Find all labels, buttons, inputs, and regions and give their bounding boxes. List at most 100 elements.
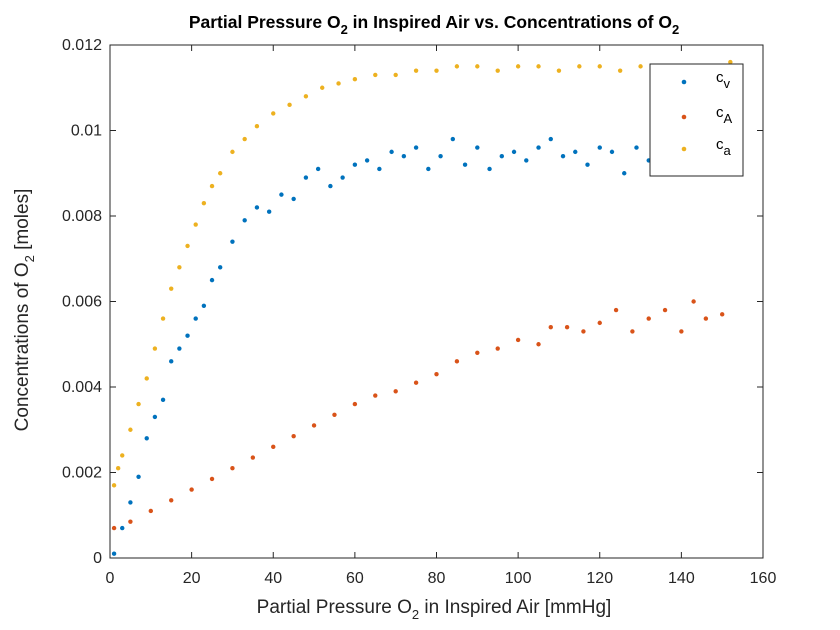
data-point (475, 350, 480, 355)
data-point (152, 346, 158, 351)
data-point (279, 192, 284, 197)
data-point (495, 346, 500, 351)
x-tick-label: 100 (505, 570, 532, 587)
data-point (332, 412, 337, 417)
series-cv (111, 136, 729, 556)
data-point (609, 149, 615, 155)
data-point (201, 200, 207, 206)
data-point (209, 277, 215, 283)
data-point (111, 551, 117, 556)
data-point (364, 158, 370, 163)
data-point (548, 136, 553, 142)
legend-marker-ca (681, 146, 687, 152)
data-point (217, 171, 223, 176)
data-point (315, 166, 321, 172)
data-point (169, 286, 174, 291)
data-point (524, 158, 529, 163)
data-point (548, 324, 553, 330)
data-point (128, 519, 133, 524)
data-point (703, 316, 709, 321)
data-point (585, 162, 590, 167)
y-tick-label: 0.01 (71, 123, 102, 140)
data-point (373, 393, 378, 398)
y-tick-label: 0 (93, 550, 102, 567)
data-point (250, 455, 256, 460)
data-point (352, 401, 358, 407)
data-point (160, 397, 166, 403)
data-point (495, 68, 500, 73)
y-axis-label: Concentrations of O2 [moles] (12, 189, 37, 432)
legend-box (649, 63, 744, 177)
data-point (679, 329, 684, 334)
data-point (209, 476, 215, 482)
data-point (160, 316, 166, 321)
data-point (515, 337, 521, 343)
data-point (577, 64, 582, 69)
data-point (617, 68, 623, 73)
x-tick-label: 160 (750, 570, 777, 587)
legend-marker-cv (681, 79, 687, 85)
data-point (434, 371, 439, 377)
data-point (230, 149, 235, 155)
data-point (622, 171, 627, 176)
data-point (136, 474, 141, 479)
data-point (613, 307, 619, 313)
data-point (511, 149, 517, 155)
data-point (434, 68, 439, 73)
data-point (426, 166, 431, 172)
data-point (536, 64, 541, 69)
data-point (373, 72, 378, 78)
x-tick-label: 60 (346, 570, 364, 587)
data-point (291, 196, 296, 202)
legend-label-cv: cv (716, 69, 731, 91)
data-point (393, 389, 398, 394)
x-tick-label: 0 (106, 570, 115, 587)
data-point (475, 64, 480, 69)
chart-title: Partial Pressure O2 in Inspired Air vs. … (189, 12, 679, 37)
data-point (393, 72, 398, 78)
data-point (177, 265, 182, 270)
data-point (352, 77, 358, 82)
series-cA (111, 299, 725, 531)
x-tick-label: 40 (264, 570, 282, 587)
data-point (560, 153, 566, 159)
axis-ticks: 0 20 40 60 80 100 120 140 160 0 0.002 0.004 0.006 0.0… (62, 37, 776, 587)
x-tick-label: 120 (586, 570, 613, 587)
data-point (462, 162, 468, 167)
data-point (475, 145, 480, 150)
data-point (728, 59, 733, 65)
data-point (230, 466, 235, 471)
data-point (144, 376, 149, 381)
data-point (581, 329, 586, 334)
y-tick-label: 0.002 (62, 465, 102, 482)
data-point (152, 414, 158, 420)
data-point (597, 64, 602, 69)
data-point (136, 401, 141, 407)
data-point (320, 85, 325, 90)
data-point (128, 427, 133, 432)
x-tick-label: 80 (428, 570, 446, 587)
data-point (189, 487, 194, 492)
data-point (185, 243, 190, 249)
y-tick-label: 0.012 (62, 37, 102, 54)
y-tick-label: 0.006 (62, 294, 102, 311)
data-point (217, 265, 223, 270)
data-point (597, 320, 602, 326)
y-tick-label: 0.008 (62, 208, 102, 225)
data-point (556, 68, 562, 73)
data-point (242, 136, 247, 142)
data-point (634, 145, 639, 150)
data-point (144, 436, 149, 441)
data-point (536, 342, 541, 347)
x-axis-label: Partial Pressure O2 in Inspired Air [mmH… (257, 597, 612, 622)
data-point (438, 153, 443, 159)
data-point (564, 324, 570, 330)
data-point (662, 307, 668, 313)
data-point (450, 136, 456, 142)
x-tick-label: 20 (183, 570, 201, 587)
data-point (254, 205, 260, 210)
data-point (401, 153, 407, 159)
data-point (303, 175, 309, 180)
data-point (389, 149, 394, 155)
